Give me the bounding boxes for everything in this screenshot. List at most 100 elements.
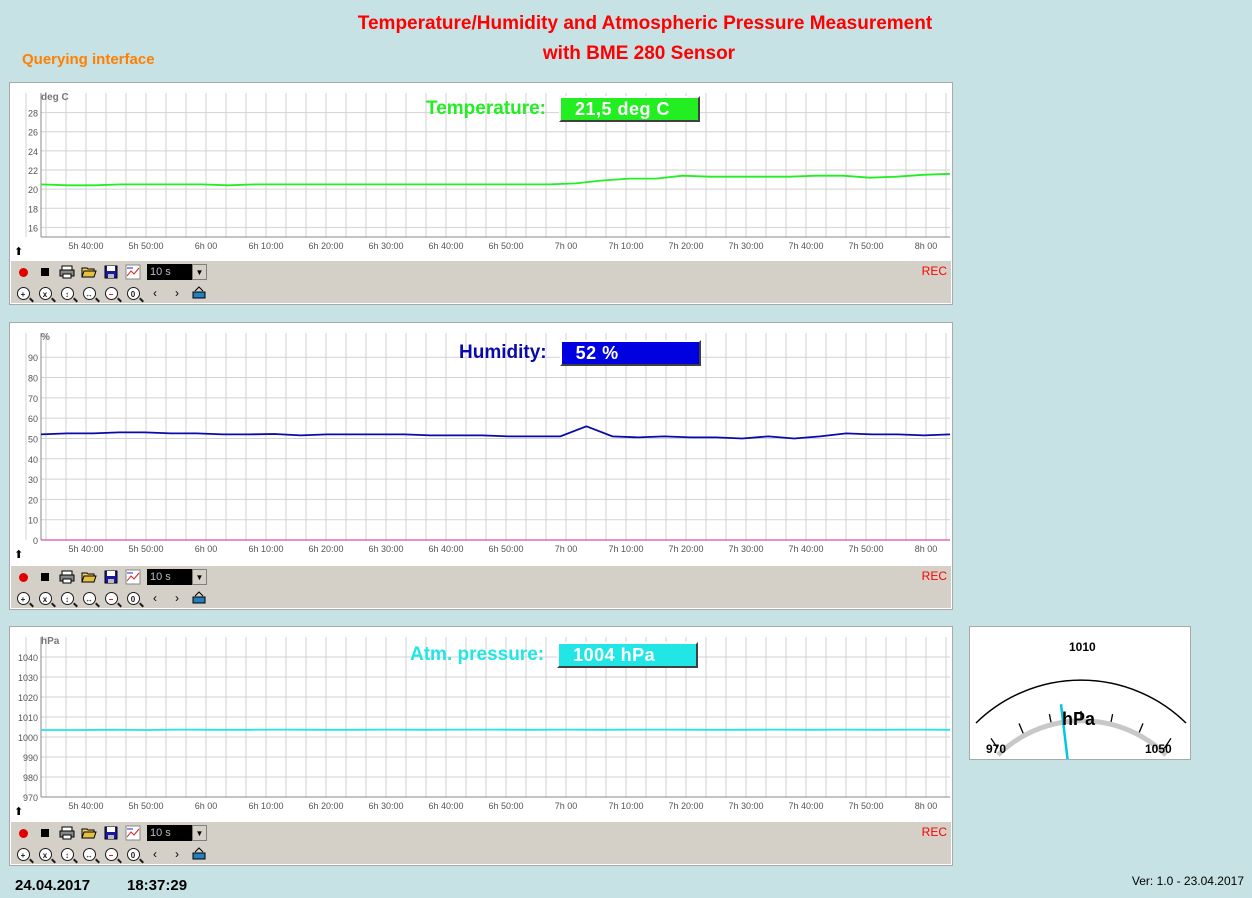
rec-indicator: REC [921,825,947,839]
x-tick-label: 8h 00 [915,544,938,554]
y-unit-label: deg C [41,92,69,103]
pressure-chart-panel: 970 980 990 1000 1010 1020 1030 1040 hPa 5h 40:00… [9,626,953,866]
interval-select[interactable]: 10 s ▼ [147,569,207,585]
x-tick-label: 7h 50:00 [848,241,883,251]
x-tick-label: 7h 30:00 [728,801,763,811]
temperature-value: 21,5 deg C [559,96,701,122]
record-button[interactable] [13,567,33,587]
zoom-in-icon[interactable]: + [13,283,33,303]
export-icon[interactable] [189,844,209,864]
up-arrow-icon: ⬆ [14,548,23,561]
scroll-left-icon[interactable]: ‹ [153,286,157,300]
x-tick-label: 7h 20:00 [668,544,703,554]
zoom-x-icon[interactable]: x [35,588,55,608]
chart-settings-icon[interactable] [123,567,143,587]
zoom-out-icon[interactable]: − [101,283,121,303]
x-tick-label: 6h 40:00 [428,801,463,811]
open-folder-icon[interactable] [79,567,99,587]
open-folder-icon[interactable] [79,262,99,282]
chevron-down-icon[interactable]: ▼ [192,264,207,280]
up-arrow-icon: ⬆ [14,245,23,258]
zoom-y-out-icon[interactable]: ↔ [79,844,99,864]
x-tick-label: 7h 40:00 [788,544,823,554]
zoom-reset-icon[interactable]: 0 [123,588,143,608]
stop-button[interactable] [35,823,55,843]
chevron-down-icon[interactable]: ▼ [192,569,207,585]
record-button[interactable] [13,262,33,282]
zoom-y-out-icon[interactable]: ↔ [79,588,99,608]
chart-settings-icon[interactable] [123,823,143,843]
x-tick-label: 5h 50:00 [128,801,163,811]
zoom-y-out-icon[interactable]: ↔ [79,283,99,303]
footer-date: 24.04.2017 [15,877,91,894]
zoom-y-in-icon[interactable]: ↕ [57,844,77,864]
zoom-in-icon[interactable]: + [13,588,33,608]
export-icon[interactable] [189,283,209,303]
x-tick-label: 7h 40:00 [788,241,823,251]
x-tick-label: 6h 00 [195,801,218,811]
chevron-down-icon[interactable]: ▼ [192,825,207,841]
zoom-reset-icon[interactable]: 0 [123,844,143,864]
save-icon[interactable] [101,567,121,587]
zoom-y-in-icon[interactable]: ↕ [57,588,77,608]
x-tick-label: 5h 40:00 [68,801,103,811]
zoom-out-icon[interactable]: − [101,844,121,864]
scroll-right-icon[interactable]: › [175,591,179,605]
y-unit-label: hPa [41,636,60,647]
chart-settings-icon[interactable] [123,262,143,282]
humidity-label: Humidity: [459,342,547,363]
zoom-reset-icon[interactable]: 0 [123,283,143,303]
interval-select[interactable]: 10 s ▼ [147,264,207,280]
interval-select[interactable]: 10 s ▼ [147,825,207,841]
save-icon[interactable] [101,823,121,843]
zoom-x-icon[interactable]: x [35,844,55,864]
querying-interface-link[interactable]: Querying interface [22,51,155,68]
y-tick-label: 16 [28,223,38,233]
scroll-left-icon[interactable]: ‹ [153,591,157,605]
record-button[interactable] [13,823,33,843]
gauge-mid-label: 1010 [1069,640,1096,654]
humidity-chart-panel: 0 10 20 30 40 50 60 70 80 90% 5h 40:00 5h 50:00 6h 0… [9,322,953,610]
y-tick-label: 30 [28,475,38,485]
export-icon[interactable] [189,588,209,608]
y-tick-label: 1010 [18,713,38,723]
x-tick-label: 5h 40:00 [68,241,103,251]
scroll-left-icon[interactable]: ‹ [153,847,157,861]
print-icon[interactable] [57,262,77,282]
open-folder-icon[interactable] [79,823,99,843]
zoom-x-icon[interactable]: x [35,283,55,303]
scroll-right-icon[interactable]: › [175,286,179,300]
gauge-tick [1186,757,1197,768]
x-tick-label: 6h 40:00 [428,241,463,251]
temperature-chart-panel: 16 18 20 22 24 26 28 deg C 5h 40:00 5h 50:00 6h 00… [9,82,953,305]
stop-button[interactable] [35,567,55,587]
x-tick-label: 8h 00 [915,241,938,251]
y-tick-label: 1020 [18,693,38,703]
temperature-series-line [40,172,951,187]
temperature-label: Temperature: [426,98,547,119]
y-unit-label: % [41,332,50,343]
scroll-right-icon[interactable]: › [175,847,179,861]
gauge-max-label: 1050 [1145,742,1172,756]
zoom-in-icon[interactable]: + [13,844,33,864]
zoom-out-icon[interactable]: − [101,588,121,608]
y-tick-label: 980 [23,773,38,783]
x-tick-label: 5h 50:00 [128,241,163,251]
pressure-gauge: 970 1010 1050 hPa [965,626,1197,769]
gauge-min-label: 970 [986,742,1006,756]
x-tick-label: 7h 30:00 [728,241,763,251]
x-tick-label: 7h 30:00 [728,544,763,554]
version-label: Ver: 1.0 - 23.04.2017 [1131,874,1244,888]
zoom-y-in-icon[interactable]: ↕ [57,283,77,303]
y-tick-label: 24 [28,147,38,157]
print-icon[interactable] [57,567,77,587]
x-tick-label: 6h 40:00 [428,544,463,554]
save-icon[interactable] [101,262,121,282]
x-tick-label: 6h 20:00 [308,241,343,251]
y-tick-label: 40 [28,455,38,465]
humidity-value: 52 % [559,340,701,366]
interval-value: 10 s [150,571,171,583]
stop-button[interactable] [35,262,55,282]
print-icon[interactable] [57,823,77,843]
x-tick-label: 7h 00 [555,241,578,251]
